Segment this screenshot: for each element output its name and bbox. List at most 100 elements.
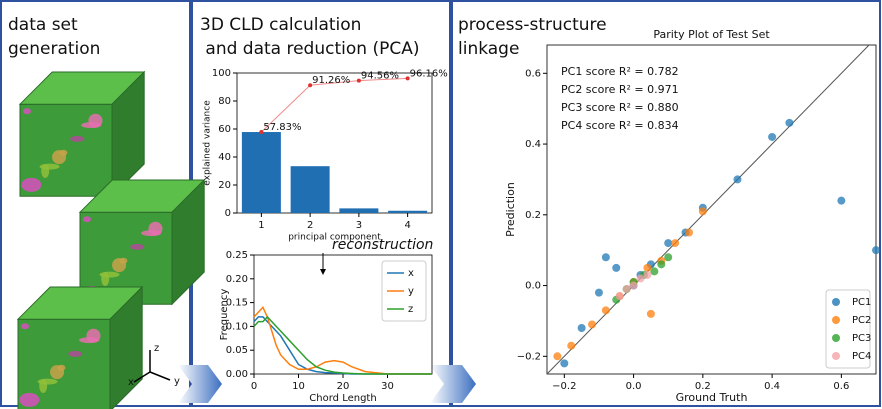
grain [21, 178, 41, 192]
axis-icon-label: x [128, 377, 134, 388]
annotation: PC4 score R² = 0.834 [561, 119, 679, 132]
panel-title: data set [8, 15, 78, 35]
point [872, 246, 880, 254]
x-tick-label: 30 [381, 381, 394, 392]
point [685, 228, 693, 236]
legend-label: x [408, 268, 414, 279]
flow-arrow [178, 365, 222, 403]
grain [59, 150, 67, 156]
x-tick-label: 2 [307, 220, 313, 231]
legend-label: PC1 [852, 297, 871, 308]
point [733, 175, 741, 183]
grain [70, 136, 84, 142]
point [623, 285, 631, 293]
panel-title: 3D CLD calculation [200, 15, 361, 35]
point [768, 133, 776, 141]
legend-label: PC2 [852, 315, 871, 326]
bar [291, 166, 330, 213]
grain [57, 365, 65, 371]
line [254, 317, 432, 374]
point [643, 264, 651, 272]
point [616, 292, 624, 300]
panel-title: linkage [458, 39, 519, 59]
legend-swatch [832, 298, 840, 306]
x-axis-label: Ground Truth [676, 391, 748, 404]
x-tick-label: 0.0 [626, 381, 642, 392]
axis-icon-label: y [174, 376, 180, 387]
annotation: PC1 score R² = 0.782 [561, 65, 679, 78]
legend-label: y [408, 286, 414, 297]
chart-title: Parity Plot of Test Set [653, 28, 770, 41]
bar [339, 208, 378, 213]
line [254, 317, 432, 374]
point [602, 306, 610, 314]
point [650, 267, 658, 275]
point [671, 239, 679, 247]
y-tick-label: 40 [218, 152, 231, 163]
bar [388, 211, 427, 213]
point [637, 274, 645, 282]
grain [21, 323, 29, 329]
x-axis-label: Chord Length [309, 393, 376, 404]
y-tick-label: 0.05 [226, 345, 248, 356]
point [630, 282, 638, 290]
grain [23, 108, 31, 114]
cubes [18, 72, 204, 409]
grain [148, 222, 162, 236]
x-tick-label: 10 [292, 381, 305, 392]
y-tick-label: 0.6 [525, 68, 541, 79]
y-axis-label: Prediction [504, 182, 517, 237]
point [588, 320, 596, 328]
grain [86, 329, 100, 343]
y-tick-label: 0.00 [226, 369, 248, 380]
y-tick-label: 0.20 [226, 274, 248, 285]
flow-arrow [430, 365, 476, 403]
annotation: reconstruction [332, 237, 433, 253]
annotation: PC2 score R² = 0.971 [561, 83, 679, 96]
legend-label: PC4 [852, 351, 871, 362]
grain [100, 272, 120, 278]
data-label: 94.56% [361, 71, 399, 82]
annotation-arrowhead [320, 269, 326, 275]
y-tick-label: 100 [212, 68, 231, 79]
panel-title: generation [8, 39, 100, 59]
x-tick-label: 3 [356, 220, 362, 231]
y-axis-label: Frequency [219, 289, 230, 341]
panel-title: and data reduction (PCA) [200, 39, 419, 59]
grain [19, 393, 39, 407]
figure: data set generation 3D CLD calculation a… [0, 0, 882, 409]
point [595, 289, 603, 297]
legend-label: z [408, 304, 413, 315]
point [657, 260, 665, 268]
point [567, 342, 575, 350]
annotation: PC3 score R² = 0.880 [561, 101, 679, 114]
x-tick-label: 20 [337, 381, 350, 392]
grain [83, 216, 91, 222]
point [785, 119, 793, 127]
point [612, 264, 620, 272]
grain [88, 114, 102, 128]
x-tick-label: 1 [258, 220, 264, 231]
y-tick-label: 20 [218, 180, 231, 191]
y-tick-label: 0.0 [525, 281, 541, 292]
grain [38, 379, 58, 385]
panel-title: process-structure [458, 15, 607, 35]
y-tick-label: 0.25 [226, 250, 248, 261]
grain [40, 164, 60, 170]
point [602, 253, 610, 261]
data-label: 57.83% [263, 122, 301, 133]
legend-label: PC3 [852, 333, 871, 344]
x-tick-label: 4 [404, 220, 410, 231]
data-label: 91.26% [312, 75, 350, 86]
y-tick-label: 60 [218, 124, 231, 135]
y-axis-label: explained variance [203, 100, 213, 186]
point [647, 310, 655, 318]
data-label: 96.16% [410, 68, 448, 79]
point [560, 359, 568, 367]
point [578, 324, 586, 332]
y-tick-label: 80 [218, 96, 231, 107]
grain [68, 351, 82, 357]
legend-swatch [832, 352, 840, 360]
point [699, 207, 707, 215]
point [837, 197, 845, 205]
